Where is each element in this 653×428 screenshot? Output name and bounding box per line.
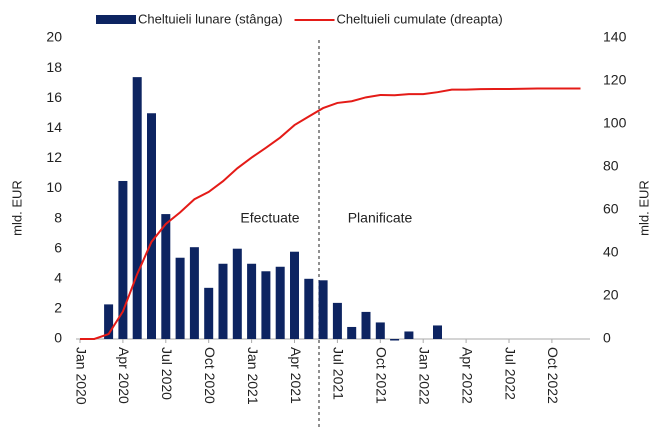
y2-tick-label: 120 [603, 72, 627, 88]
bar [147, 113, 156, 339]
bar [218, 263, 228, 339]
bar [247, 263, 257, 339]
bar [132, 77, 142, 339]
bar [318, 280, 328, 339]
x-tick-label: Jan 2020 [73, 347, 89, 405]
y-tick-label: 14 [46, 119, 62, 135]
y-tick-label: 18 [46, 59, 62, 75]
y-tick-label: 4 [54, 270, 62, 286]
bar [161, 214, 171, 339]
legend-swatch [96, 15, 136, 24]
bar [404, 331, 414, 339]
y-tick-label: 12 [46, 149, 62, 165]
bar [118, 180, 128, 339]
x-tick-label: Jul 2020 [159, 347, 175, 400]
bar [204, 287, 214, 339]
annotation: Efectuate [240, 210, 299, 226]
y-tick-label: 20 [46, 29, 62, 45]
bar [104, 304, 114, 339]
y-axis-label: mld. EUR [9, 180, 24, 236]
bar [261, 271, 271, 339]
bar [290, 251, 299, 339]
y2-tick-label: 0 [603, 330, 611, 346]
y-tick-label: 0 [54, 330, 62, 346]
bar [175, 257, 185, 339]
y-tick-label: 8 [54, 209, 62, 225]
legend-label: Cheltuieli lunare (stânga) [138, 11, 283, 26]
y2-tick-label: 60 [603, 201, 619, 217]
bar [347, 326, 357, 339]
x-tick-label: Jan 2022 [416, 347, 432, 405]
line [80, 87, 581, 340]
x-tick-label: Apr 2021 [288, 347, 304, 404]
bar [232, 248, 242, 339]
x-tick-label: Oct 2021 [374, 347, 390, 404]
x-tick-label: Apr 2022 [459, 347, 475, 404]
y-tick-label: 16 [46, 89, 62, 105]
bar [275, 266, 285, 339]
annotation: Planificate [348, 210, 413, 226]
y-tick-label: 6 [54, 239, 62, 255]
y2-tick-label: 80 [603, 158, 619, 174]
y2-axis-label: mld. EUR [636, 180, 651, 236]
bar [332, 302, 342, 339]
x-tick-label: Oct 2020 [202, 347, 218, 404]
y-tick-label: 2 [54, 300, 62, 316]
bar [361, 311, 371, 339]
y-tick-label: 10 [46, 179, 62, 195]
y2-tick-label: 100 [603, 115, 627, 131]
x-tick-label: Jul 2022 [502, 347, 518, 400]
x-tick-label: Oct 2022 [545, 347, 561, 404]
x-tick-label: Apr 2020 [116, 347, 132, 404]
bar [189, 247, 199, 339]
bar [304, 278, 314, 339]
legend-label: Cheltuieli cumulate (dreapta) [337, 11, 503, 26]
bar [433, 325, 442, 339]
bar [390, 339, 400, 341]
y2-tick-label: 40 [603, 244, 619, 260]
bar [375, 322, 385, 339]
x-tick-label: Jul 2021 [331, 347, 347, 400]
y2-tick-label: 20 [603, 287, 619, 303]
x-tick-label: Jan 2021 [245, 347, 261, 405]
y2-tick-label: 140 [603, 29, 627, 45]
